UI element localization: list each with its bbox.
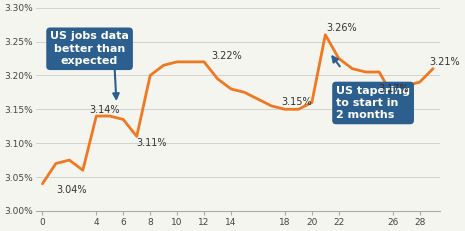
Text: 3.11%: 3.11% bbox=[137, 138, 167, 148]
Text: 3.26%: 3.26% bbox=[327, 23, 357, 33]
Text: US jobs data
better than
expected: US jobs data better than expected bbox=[50, 31, 129, 66]
Text: 3.14%: 3.14% bbox=[90, 105, 120, 115]
Text: 3.04%: 3.04% bbox=[56, 185, 86, 195]
Text: 3.21%: 3.21% bbox=[429, 57, 460, 67]
Text: 3.17%: 3.17% bbox=[378, 84, 409, 94]
Text: 3.22%: 3.22% bbox=[211, 51, 241, 61]
Text: 3.15%: 3.15% bbox=[281, 97, 312, 107]
Text: US tapering
to start in
2 months: US tapering to start in 2 months bbox=[336, 85, 410, 120]
